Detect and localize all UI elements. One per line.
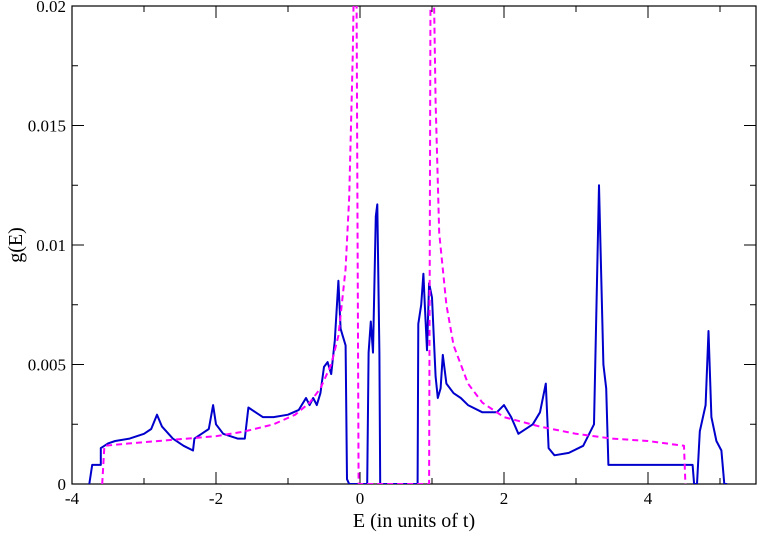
x-tick-label: 4 (644, 489, 653, 508)
x-tick-label: -4 (65, 489, 80, 508)
x-axis-label: E (in units of t) (353, 510, 475, 532)
x-tick-label: -2 (209, 489, 223, 508)
y-axis-label: g(E) (5, 227, 27, 263)
series-layer (88, 6, 728, 484)
y-tick-label: 0.015 (28, 117, 66, 136)
plot-frame (71, 5, 757, 485)
x-tick-label: 0 (356, 489, 365, 508)
dashed-series-line (101, 6, 687, 484)
y-tick-label: 0.01 (36, 236, 66, 255)
y-tick-label: 0.02 (36, 0, 66, 16)
x-tick-label: 2 (500, 489, 509, 508)
ticks (71, 5, 756, 485)
y-tick-label: 0 (58, 475, 67, 494)
solid-series-line (88, 184, 728, 484)
tick-labels: -4 -2 0 2 4 0 0.005 0.01 0.015 0.02 (28, 0, 653, 508)
y-tick-label: 0.005 (28, 356, 66, 375)
